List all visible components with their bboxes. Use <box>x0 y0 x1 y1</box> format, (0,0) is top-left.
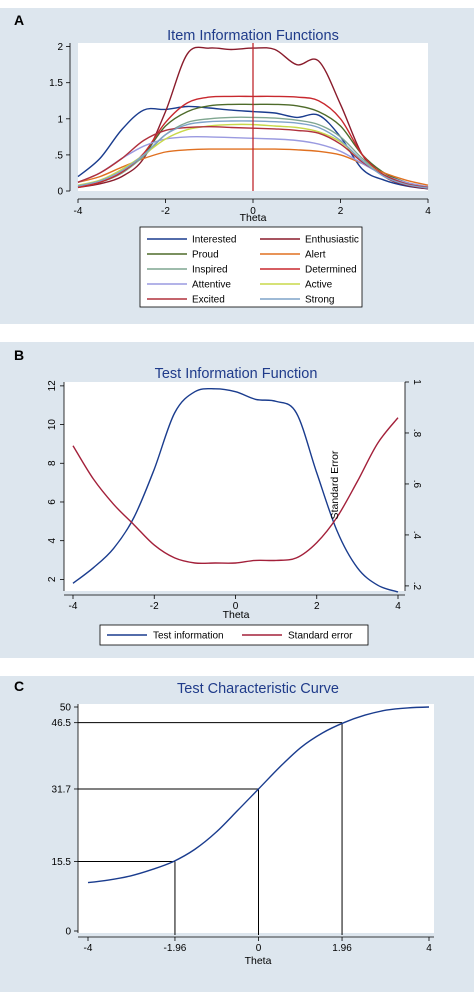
panel-b-title: Test Information Function <box>155 366 318 382</box>
legend-label-test-information: Test information <box>153 631 224 642</box>
panel-a-x-tick-label: -2 <box>161 206 170 217</box>
legend-label-excited: Excited <box>192 295 225 306</box>
panel-c-title: Test Characteristic Curve <box>177 681 339 697</box>
legend-label-standard-error: Standard error <box>288 631 353 642</box>
panel-c-test-characteristic: C Test Characteristic Curve -4 -1.96 0 1.96… <box>0 676 474 992</box>
panel-a-x-tick-label: 2 <box>338 206 344 217</box>
panel-b-right-tick-label: .2 <box>411 582 422 591</box>
panel-a-y-tick-label: .5 <box>55 150 64 161</box>
panel-a-legend-entries: Interested Enthusiastic Proud Alert Inspired… <box>147 235 359 306</box>
panel-b-x-tick-label: 4 <box>395 601 401 612</box>
panel-b-left-tick-label: 6 <box>47 499 58 505</box>
panel-a-y-tick-label: 1.5 <box>49 78 63 89</box>
panel-c-x-axis-label: Theta <box>245 955 272 967</box>
panel-c-y-tick-label: 46.5 <box>52 718 72 729</box>
legend-label-strong: Strong <box>305 295 334 306</box>
panel-b-legend <box>99 624 369 646</box>
panel-b-test-information: B Test Information Function -4 -2 0 2 4 2 4 6 8 1… <box>0 342 474 658</box>
panel-a-x-tick-label: 4 <box>425 206 431 217</box>
panel-a-x-axis-label: Theta <box>240 212 267 224</box>
series-line-test-information <box>72 387 399 593</box>
panel-a-y-tick-label: 0 <box>57 187 63 198</box>
panel-c-reference-lines <box>78 722 343 935</box>
panel-b-axes: -4 -2 0 2 4 2 4 6 8 10 12 .2 .4 .6 .8 1 <box>47 379 422 612</box>
panel-a-item-information: A Item Information Functions -4 -2 0 2 4 0 .5 1… <box>0 8 474 324</box>
legend-label-alert: Alert <box>305 250 326 261</box>
panel-b-right-axis-label: Standard Error <box>329 450 341 519</box>
legend-label-active: Active <box>305 280 333 291</box>
panel-b-x-tick-label: -4 <box>69 601 78 612</box>
panel-c-y-tick-label: 31.7 <box>52 784 72 795</box>
panel-b-plot-area <box>64 382 405 591</box>
panel-c-x-tick-label: 1.96 <box>332 943 352 954</box>
panel-b-left-tick-label: 2 <box>47 576 58 582</box>
panel-a-title: Item Information Functions <box>167 28 339 44</box>
series-line-standard-error <box>72 417 399 565</box>
panel-b-right-tick-label: 1 <box>411 379 422 385</box>
legend-label-attentive: Attentive <box>192 280 231 291</box>
panel-c-axes: -4 -1.96 0 1.96 4 0 15.5 31.7 46.5 50 <box>52 703 434 954</box>
panel-c-label: C <box>14 678 24 694</box>
panel-a-x-tick-label: 0 <box>250 206 256 217</box>
legend-label-proud: Proud <box>192 250 219 261</box>
panel-b-left-tick-label: 12 <box>47 380 58 392</box>
panel-b-legend-entries: Test information Standard error <box>107 631 353 642</box>
panel-a-x-tick-label: -4 <box>74 206 83 217</box>
panel-c-y-tick-label: 15.5 <box>52 857 72 868</box>
panel-b-x-axis-label: Theta <box>223 609 250 621</box>
panel-b-x-tick-label: 2 <box>314 601 320 612</box>
panel-a-y-tick-label: 2 <box>57 42 63 53</box>
panel-c-x-tick-label: -1.96 <box>164 943 187 954</box>
panel-b-left-tick-label: 4 <box>47 537 58 543</box>
panel-c-x-tick-label: 4 <box>426 943 432 954</box>
panel-c-x-tick-label: -4 <box>84 943 93 954</box>
panel-b-right-tick-label: .6 <box>411 480 422 489</box>
series-line-test-characteristic <box>87 706 430 884</box>
panel-a-axes: -4 -2 0 2 4 0 .5 1 1.5 2 <box>49 42 431 217</box>
legend-label-inspired: Inspired <box>192 265 228 276</box>
panel-c-x-tick-label: 0 <box>256 943 262 954</box>
legend-label-enthusiastic: Enthusiastic <box>305 235 359 246</box>
panel-a-legend <box>139 226 363 308</box>
panel-b-x-tick-label: 0 <box>233 601 239 612</box>
panel-c-y-tick-label: 0 <box>65 927 71 938</box>
panel-b-label: B <box>14 347 24 363</box>
panel-a-series <box>77 43 429 191</box>
panel-c-y-tick-label: 50 <box>60 703 72 714</box>
legend-label-determined: Determined <box>305 265 357 276</box>
legend-label-interested: Interested <box>192 235 236 246</box>
panel-b-right-tick-label: .4 <box>411 531 422 540</box>
panel-c-series <box>87 706 430 884</box>
panel-b-right-tick-label: .8 <box>411 429 422 438</box>
panel-c-plot-area <box>78 704 434 933</box>
panel-b-left-tick-label: 8 <box>47 460 58 466</box>
panel-b-series <box>72 387 399 593</box>
panel-a-y-tick-label: 1 <box>57 114 63 125</box>
panel-a-label: A <box>14 12 24 28</box>
panel-b-x-tick-label: -2 <box>150 601 159 612</box>
panel-b-left-tick-label: 10 <box>47 419 58 431</box>
